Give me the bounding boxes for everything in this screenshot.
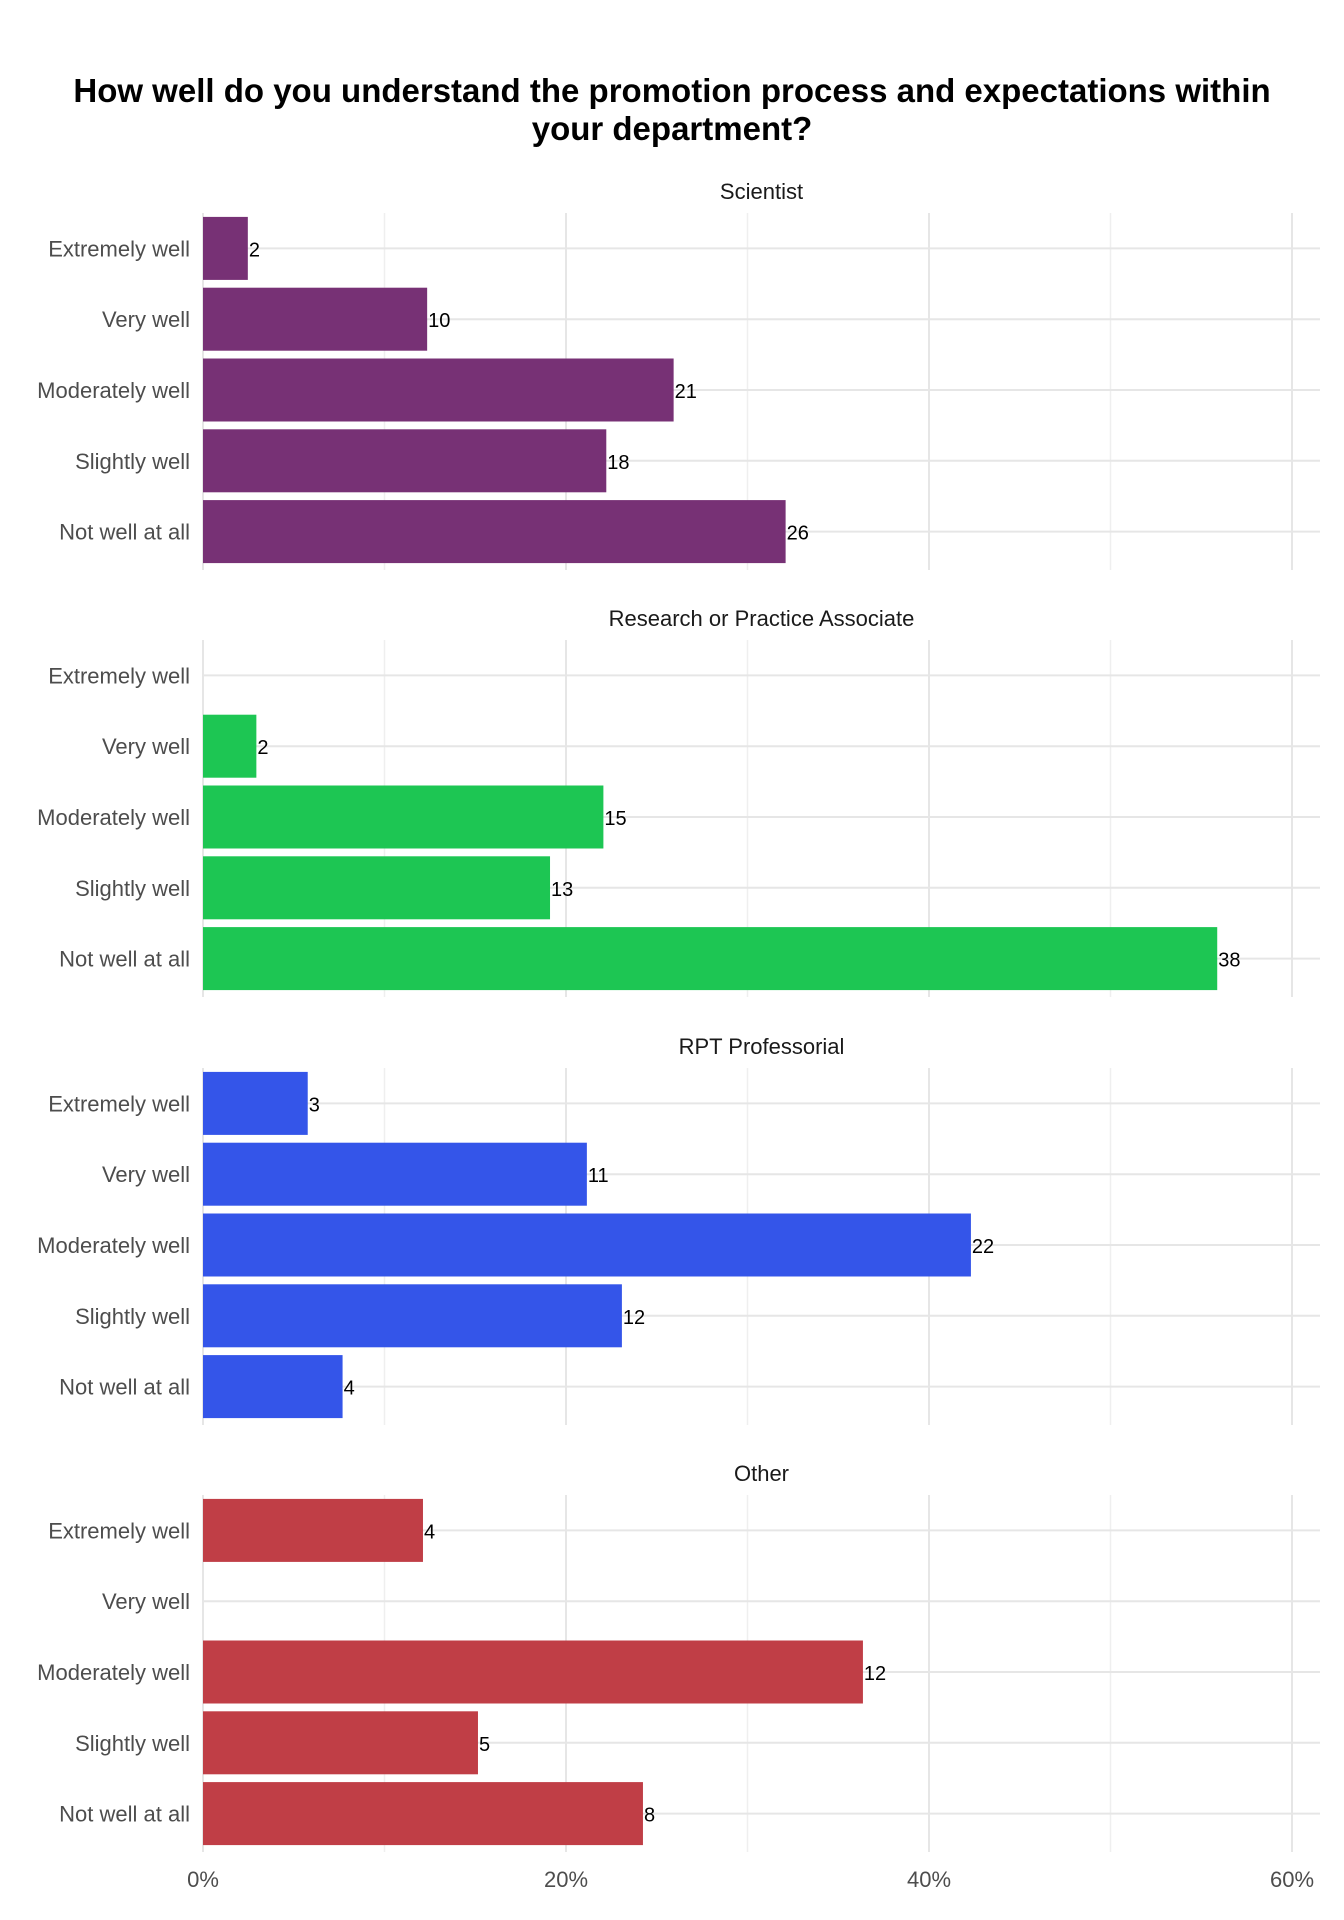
chart-title-line-2: your department? bbox=[531, 110, 813, 147]
bar bbox=[203, 1071, 308, 1135]
bar bbox=[203, 1640, 863, 1704]
panel-2: RPT Professorial Extremely well Very well M… bbox=[37, 1034, 1320, 1425]
category-label: Moderately well bbox=[37, 1660, 190, 1685]
bar bbox=[203, 1782, 643, 1846]
category-label: Moderately well bbox=[37, 378, 190, 403]
bar-value-label: 22 bbox=[972, 1236, 994, 1258]
bar bbox=[203, 714, 257, 778]
bar-value-label: 12 bbox=[623, 1307, 645, 1329]
chart-title: How well do you understand the promotion… bbox=[0, 72, 1344, 148]
category-label: Moderately well bbox=[37, 805, 190, 830]
x-tick-label: 40% bbox=[907, 1867, 951, 1892]
bar-value-label: 18 bbox=[607, 452, 629, 474]
bar bbox=[203, 287, 428, 351]
category-label: Extremely well bbox=[48, 663, 190, 688]
bar bbox=[203, 358, 674, 422]
bar-value-label: 38 bbox=[1218, 950, 1240, 972]
bar-value-label: 4 bbox=[344, 1378, 355, 1400]
category-label: Very well bbox=[102, 307, 190, 332]
bar bbox=[203, 216, 248, 280]
chart-title-line-1: How well do you understand the promotion… bbox=[73, 72, 1271, 109]
bar bbox=[203, 1355, 343, 1419]
category-label: Not well at all bbox=[59, 1375, 190, 1400]
category-label: Slightly well bbox=[75, 1304, 190, 1329]
category-label: Extremely well bbox=[48, 236, 190, 261]
category-label: Slightly well bbox=[75, 1731, 190, 1756]
panel-1: Research or Practice Associate Extremely … bbox=[37, 606, 1320, 997]
bar-value-label: 8 bbox=[644, 1805, 655, 1827]
category-label: Not well at all bbox=[59, 520, 190, 545]
bar bbox=[203, 785, 604, 849]
bar-value-label: 10 bbox=[428, 310, 450, 332]
bar-value-label: 15 bbox=[604, 808, 626, 830]
panel-title: RPT Professorial bbox=[679, 1034, 845, 1059]
x-tick-label: 20% bbox=[544, 1867, 588, 1892]
category-label: Not well at all bbox=[59, 1802, 190, 1827]
category-label: Extremely well bbox=[48, 1091, 190, 1116]
x-tick-label: 60% bbox=[1270, 1867, 1314, 1892]
bar-value-label: 26 bbox=[787, 523, 809, 545]
panel-3: Other Extremely well Very well Moderately w… bbox=[37, 1461, 1320, 1852]
bar bbox=[203, 1498, 423, 1562]
bar bbox=[203, 1142, 587, 1206]
x-tick-label: 0% bbox=[187, 1867, 219, 1892]
bar bbox=[203, 1284, 622, 1348]
category-label: Moderately well bbox=[37, 1233, 190, 1258]
category-label: Slightly well bbox=[75, 449, 190, 474]
bar bbox=[203, 1711, 478, 1775]
category-label: Very well bbox=[102, 1589, 190, 1614]
bar-value-label: 12 bbox=[864, 1663, 886, 1685]
bar-value-label: 11 bbox=[588, 1165, 609, 1187]
panel-title: Scientist bbox=[720, 179, 803, 204]
bar-value-label: 3 bbox=[309, 1094, 320, 1116]
bar-value-label: 13 bbox=[551, 879, 573, 901]
bar bbox=[203, 927, 1218, 991]
bar-value-label: 5 bbox=[479, 1734, 490, 1756]
bar-value-label: 2 bbox=[249, 239, 260, 261]
category-label: Not well at all bbox=[59, 947, 190, 972]
bar bbox=[203, 500, 786, 564]
bar bbox=[203, 1213, 971, 1277]
bar-value-label: 4 bbox=[424, 1521, 435, 1543]
panel-title: Other bbox=[734, 1461, 789, 1486]
category-label: Slightly well bbox=[75, 876, 190, 901]
bar-value-label: 21 bbox=[675, 381, 697, 403]
category-label: Very well bbox=[102, 1162, 190, 1187]
panel-0: Scientist Extremely well Very well Moderate… bbox=[37, 179, 1320, 570]
panel-title: Research or Practice Associate bbox=[609, 606, 915, 631]
category-label: Very well bbox=[102, 734, 190, 759]
category-label: Extremely well bbox=[48, 1518, 190, 1543]
bar bbox=[203, 429, 607, 493]
bar-value-label: 2 bbox=[257, 737, 268, 759]
bar bbox=[203, 856, 551, 920]
